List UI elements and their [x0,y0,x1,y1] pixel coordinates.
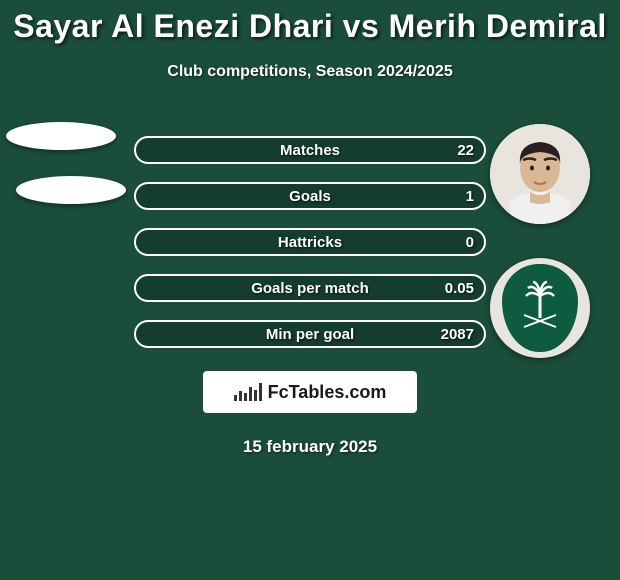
stat-row: Goals per match 0.05 [0,265,620,311]
stat-row: Matches 22 [0,127,620,173]
comparison-title: Sayar Al Enezi Dhari vs Merih Demiral [0,0,620,45]
stat-value-right: 22 [457,142,474,159]
logo-text: FcTables.com [268,382,387,403]
stat-row: Goals 1 [0,173,620,219]
stat-bar-min-per-goal: Min per goal 2087 [134,320,486,348]
stat-label: Hattricks [278,234,342,251]
stat-label: Min per goal [266,326,354,343]
stat-value-right: 2087 [441,326,474,343]
stat-label: Goals [289,188,331,205]
bar-chart-icon [234,383,262,401]
stats-container: Matches 22 Goals 1 Hattricks 0 Goals per… [0,127,620,357]
fctables-logo: FcTables.com [203,371,417,413]
stat-bar-goals-per-match: Goals per match 0.05 [134,274,486,302]
stat-bar-matches: Matches 22 [134,136,486,164]
stat-value-right: 0.05 [445,280,474,297]
stat-bar-goals: Goals 1 [134,182,486,210]
stat-row: Hattricks 0 [0,219,620,265]
stat-label: Goals per match [251,280,369,297]
stat-value-right: 1 [466,188,474,205]
stat-label: Matches [280,142,340,159]
stat-bar-hattricks: Hattricks 0 [134,228,486,256]
stat-row: Min per goal 2087 [0,311,620,357]
subtitle: Club competitions, Season 2024/2025 [0,63,620,81]
comparison-date: 15 february 2025 [0,437,620,457]
stat-value-right: 0 [466,234,474,251]
